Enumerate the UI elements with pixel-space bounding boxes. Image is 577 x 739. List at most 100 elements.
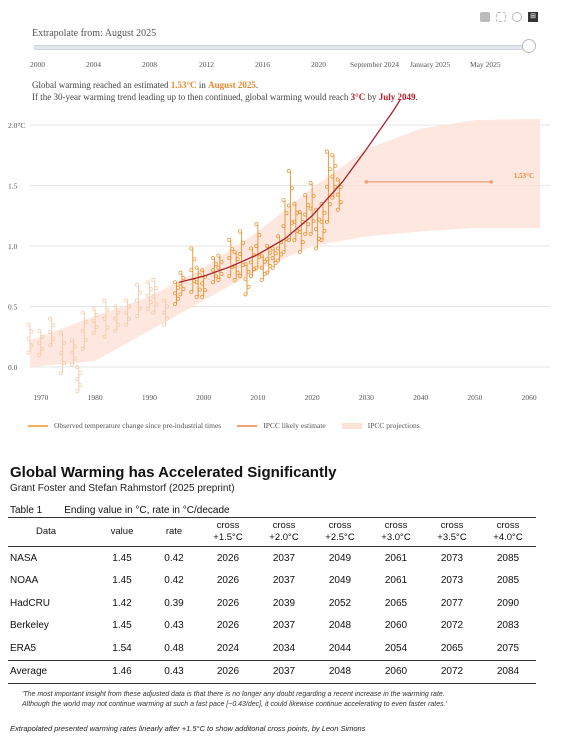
row-label: Berkeley [10, 620, 49, 632]
observed-point [297, 210, 302, 215]
observed-point [151, 294, 156, 299]
observed-point [124, 298, 129, 303]
observed-point [189, 268, 194, 273]
observed-point [37, 328, 42, 333]
table-cell: 2037 [272, 620, 296, 632]
slider-tick[interactable]: September 2024 [350, 60, 399, 69]
observed-point [281, 198, 286, 202]
observed-point [162, 298, 167, 303]
observed-point [113, 316, 118, 321]
date-slider-handle[interactable] [522, 39, 536, 53]
zoom-icon[interactable] [512, 12, 522, 22]
observed-point [124, 322, 129, 327]
observed-point [246, 284, 251, 289]
observed-point [333, 185, 338, 189]
table-cell: 2034 [272, 642, 296, 654]
observed-point [154, 302, 159, 307]
observed-point [48, 316, 53, 321]
observed-point [135, 314, 139, 319]
observed-point [286, 237, 291, 242]
x-tick-label: 2040 [413, 393, 428, 402]
observed-point [230, 247, 235, 251]
row-label: ERA5 [10, 642, 37, 654]
observed-point [270, 246, 275, 251]
select-icon[interactable] [496, 12, 506, 22]
observed-point [243, 292, 248, 297]
quote-note: 'The most important insight from these a… [22, 691, 447, 708]
header-rate: rate [148, 517, 200, 547]
observed-point [286, 203, 291, 208]
slider-tick[interactable]: 2012 [199, 60, 214, 69]
observed-point [276, 246, 281, 251]
observed-point [216, 265, 221, 270]
observed-point [238, 251, 243, 256]
observed-point [138, 290, 142, 295]
observed-point [308, 181, 313, 186]
observed-point [194, 294, 199, 299]
observed-point [69, 362, 74, 367]
row-label: NOAA [10, 575, 39, 587]
observed-point [295, 210, 300, 215]
observed-point [178, 270, 183, 275]
observed-point [262, 259, 267, 264]
slider-tick[interactable]: 2020 [311, 60, 326, 69]
slider-tick[interactable]: 2000 [30, 60, 45, 69]
slider-tick[interactable]: 2004 [86, 60, 101, 69]
x-tick-label: 2060 [522, 393, 537, 402]
ipcc-estimate-label: 1.53°C [514, 172, 534, 180]
observed-point [268, 250, 273, 255]
observed-point [319, 237, 324, 242]
camera-icon[interactable] [480, 12, 490, 22]
observed-point [48, 329, 53, 334]
slider-tick[interactable]: 2016 [255, 60, 270, 69]
observed-point [203, 288, 208, 293]
observed-point [116, 310, 121, 315]
x-tick-label: 1980 [88, 393, 103, 402]
observed-point [105, 307, 110, 312]
date-slider-track[interactable] [34, 45, 530, 50]
observed-point [265, 257, 270, 262]
observed-point [29, 343, 34, 348]
observed-point [173, 302, 177, 307]
observed-point [276, 234, 281, 239]
table-cell: 2061 [384, 552, 408, 564]
observed-point [257, 233, 262, 238]
chart-legend: Observed temperature change since pre-in… [28, 421, 420, 430]
y-tick-label: 0.5 [8, 303, 18, 312]
ipcc-estimate-point [364, 180, 369, 184]
table-row: Average 1.46 0.43 2026 2037 2048 2060 2072 2084 [8, 659, 536, 684]
header-cross-25: cross +2.5°C [312, 517, 368, 547]
slider-tick[interactable]: 2008 [142, 60, 157, 69]
observed-point [189, 290, 194, 294]
logo-icon[interactable]: ⊞ [528, 12, 538, 22]
y-tick-label: 2.0°C [8, 121, 25, 130]
observed-point [279, 252, 284, 257]
legend-observed-label[interactable]: Observed temperature change since pre-in… [54, 421, 222, 430]
observed-point [211, 280, 215, 285]
observed-point [194, 280, 199, 285]
table-cell: 0.39 [164, 597, 184, 609]
x-tick-label: 2030 [359, 393, 374, 402]
observed-point [232, 277, 237, 282]
observed-point [270, 265, 275, 270]
table-cell: 2090 [496, 597, 520, 609]
table-cell: 2065 [440, 642, 464, 654]
observed-point [78, 371, 83, 375]
table-row: ERA5 1.54 0.48 2024 2034 2044 2054 2065 2075 [8, 637, 536, 660]
observed-point [83, 319, 88, 324]
table-cell: 1.45 [112, 552, 132, 564]
table-cell: 1.45 [112, 575, 132, 587]
legend-projection-label[interactable]: IPCC projections [367, 421, 420, 430]
table-cell: 2084 [480, 659, 536, 684]
slider-tick[interactable]: May 2025 [470, 60, 501, 69]
table-cell: 2083 [496, 620, 520, 632]
legend-likely-label[interactable]: IPCC likely estimate [263, 421, 326, 430]
observed-point [303, 231, 308, 236]
observed-point [211, 256, 215, 261]
observed-point [259, 277, 264, 282]
observed-point [243, 262, 248, 267]
observed-point [235, 257, 240, 261]
observed-point [135, 298, 139, 303]
observed-point [102, 316, 107, 321]
slider-tick[interactable]: January 2025 [410, 60, 451, 69]
